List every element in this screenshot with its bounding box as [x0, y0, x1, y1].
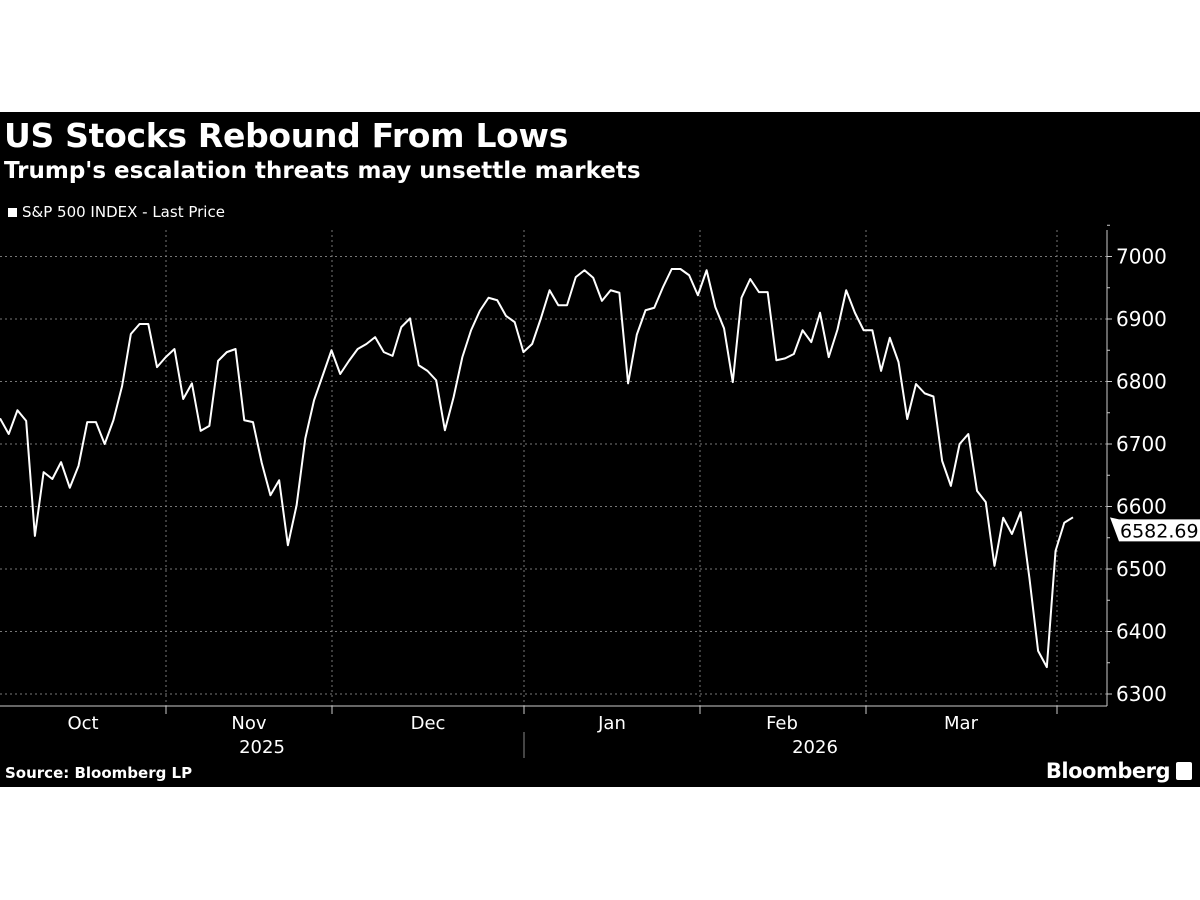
legend-label: S&P 500 INDEX - Last Price [22, 203, 225, 221]
x-tick-label: Oct [67, 713, 98, 734]
y-tick-label: 6900 [1116, 307, 1167, 331]
y-tick-label: 6500 [1116, 557, 1167, 581]
source-note: Source: Bloomberg LP [5, 764, 193, 782]
y-tick-label: 6600 [1116, 495, 1167, 519]
y-tick-label: 6300 [1116, 682, 1167, 706]
series-line-sp500 [0, 268, 1074, 669]
x-tick-label: Mar [944, 713, 979, 734]
y-tick-label: 6400 [1116, 620, 1167, 644]
last-value-marker [1110, 517, 1200, 542]
y-tick-label: 7000 [1116, 245, 1167, 269]
x-year-label: 2025 [239, 737, 285, 758]
y-tick-label: 6700 [1116, 432, 1167, 456]
legend-swatch [8, 207, 17, 217]
chart-title: US Stocks Rebound From Lows [4, 116, 569, 155]
last-value-label: 6582.69 [1120, 520, 1199, 542]
x-tick-label: Jan [597, 713, 626, 734]
bloomberg-chart-icon [1176, 762, 1192, 780]
line-chart: 6300 6400 6500 6600 6700 6800 6900 7000 Oct Nov De… [0, 224, 1200, 758]
x-tick-label: Feb [766, 713, 798, 734]
chart-panel: US Stocks Rebound From Lows Trump's esca… [0, 112, 1200, 787]
logo-text: Bloomberg [1045, 759, 1171, 783]
chart-subtitle: Trump's escalation threats may unsettle … [4, 158, 641, 184]
x-tick-label: Dec [411, 713, 446, 734]
legend: S&P 500 INDEX - Last Price [8, 203, 225, 221]
x-year-label: 2026 [792, 737, 838, 758]
x-tick-label: Nov [231, 713, 266, 734]
bloomberg-logo: Bloomberg [1046, 759, 1192, 783]
y-tick-label: 6800 [1116, 370, 1167, 394]
